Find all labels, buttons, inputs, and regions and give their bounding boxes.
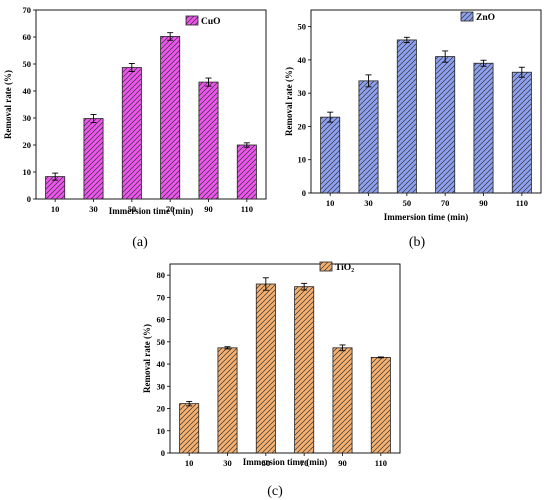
x-tick-label: 50: [128, 204, 137, 214]
x-tick-label: 10: [326, 198, 335, 208]
panel-label: (c): [267, 484, 283, 499]
y-axis-label: Removal rate (%): [142, 324, 152, 393]
y-tick-label: 0: [27, 194, 31, 204]
legend-label: CuO: [201, 17, 221, 27]
bar: [294, 286, 315, 454]
y-tick-label: 0: [161, 448, 165, 458]
x-tick-label: 10: [185, 458, 194, 468]
x-axis-label: Immersion time (min): [109, 206, 193, 216]
y-tick-label: 40: [298, 55, 307, 65]
x-tick-label: 70: [441, 198, 450, 208]
legend-swatch: [319, 261, 333, 272]
legend-swatch: [185, 15, 199, 26]
legend-swatch: [460, 11, 474, 22]
y-tick-label: 40: [157, 359, 166, 369]
y-tick-label: 20: [157, 404, 166, 414]
bar: [473, 62, 494, 194]
x-tick-label: 110: [241, 204, 253, 214]
y-tick-label: 70: [23, 5, 32, 15]
y-tick-label: 50: [23, 59, 32, 69]
y-tick-label: 70: [157, 292, 166, 302]
x-tick-label: 10: [51, 204, 60, 214]
bar: [511, 71, 532, 194]
panel-b: 0 10 20 30 40 50 10 30 50 70 90 110 Immersion time (…: [284, 9, 542, 250]
y-axis-label: Removal rate (%): [284, 67, 294, 136]
x-tick-label: 70: [300, 458, 309, 468]
panel-label: (b): [409, 235, 426, 250]
panel-label: (a): [132, 235, 148, 250]
x-tick-label: 90: [338, 458, 347, 468]
plot-frame: [169, 263, 401, 454]
bar: [255, 283, 276, 454]
y-tick-label: 10: [157, 426, 166, 436]
y-tick-label: 60: [23, 32, 32, 42]
bar: [332, 347, 353, 454]
y-tick-label: 60: [157, 315, 166, 325]
bar: [121, 67, 142, 200]
plot-frame: [35, 9, 267, 200]
panel-c: 0 10 20 30 40 50 60 70 80 10 30 50 70 90 110 Immersion …: [142, 261, 401, 499]
bar: [179, 403, 200, 454]
x-tick-label: 90: [204, 204, 213, 214]
legend-label: TiO₂: [335, 263, 354, 273]
bar: [320, 116, 341, 194]
y-tick-label: 30: [157, 381, 166, 391]
bar: [83, 118, 104, 200]
x-tick-label: 50: [403, 198, 412, 208]
bar: [160, 36, 181, 200]
x-tick-label: 30: [89, 204, 98, 214]
x-tick-label: 50: [262, 458, 271, 468]
x-tick-label: 30: [223, 458, 232, 468]
y-tick-label: 0: [302, 188, 306, 198]
y-tick-label: 30: [23, 113, 32, 123]
bar: [435, 56, 456, 194]
y-axis-label: Removal rate (%): [3, 70, 13, 139]
legend-label: ZnO: [476, 13, 495, 23]
x-tick-label: 70: [166, 204, 175, 214]
y-tick-label: 80: [157, 270, 166, 280]
y-tick-label: 40: [23, 86, 32, 96]
bar: [217, 347, 238, 454]
y-tick-label: 20: [23, 140, 32, 150]
bar: [198, 81, 219, 200]
x-axis-label: Immersion time (min): [243, 457, 327, 467]
y-tick-label: 10: [23, 167, 32, 177]
y-tick-label: 50: [157, 337, 166, 347]
x-tick-label: 110: [516, 198, 528, 208]
y-tick-label: 20: [298, 121, 307, 131]
x-tick-label: 30: [364, 198, 373, 208]
plot-frame: [310, 9, 542, 194]
bar: [236, 144, 257, 200]
x-tick-label: 90: [479, 198, 488, 208]
x-axis-label: Immersion time (min): [384, 212, 468, 222]
bar: [370, 356, 391, 454]
y-tick-label: 30: [298, 88, 307, 98]
bar: [358, 80, 379, 194]
y-tick-label: 50: [298, 22, 307, 32]
y-tick-label: 10: [298, 155, 307, 165]
x-tick-label: 110: [375, 458, 387, 468]
bar: [396, 39, 417, 194]
panel-a: 0 10 20 30 40 50 60 70 10 30 50 70 90 110 Immersion ti…: [3, 5, 267, 250]
